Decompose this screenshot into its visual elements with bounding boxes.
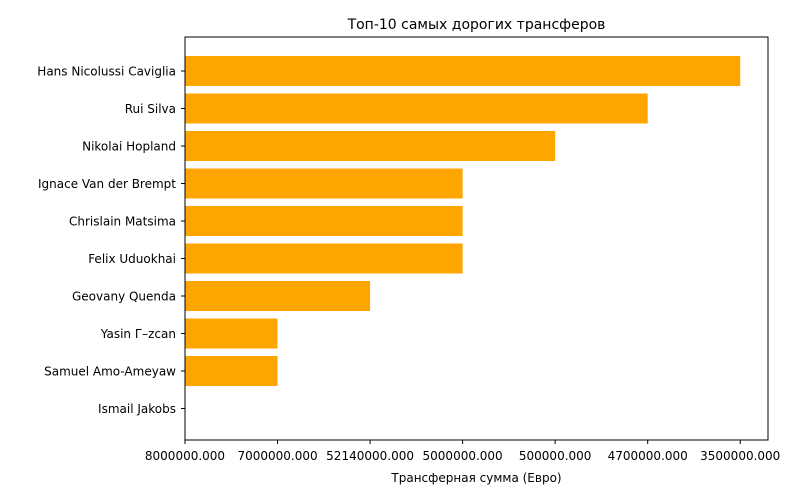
y-tick-label: Chrislain Matsima bbox=[69, 215, 176, 229]
y-tick-label: Hans Nicolussi Caviglia bbox=[37, 65, 176, 79]
y-tick-label: Rui Silva bbox=[125, 102, 176, 116]
x-ticks: 8000000.000 7000000.000 52140000.000 500000… bbox=[145, 440, 780, 463]
bars-layer bbox=[185, 56, 741, 386]
y-tick-label: Ismail Jakobs bbox=[98, 402, 176, 416]
x-tick-label: 4700000.000 bbox=[608, 449, 688, 463]
y-tick-labels: Hans Nicolussi Caviglia Rui Silva Nikolai … bbox=[37, 65, 185, 416]
y-tick-label: Geovany Quenda bbox=[72, 290, 176, 304]
x-tick-label: 52140000.000 bbox=[326, 449, 414, 463]
bar bbox=[185, 206, 463, 236]
x-tick-label: 5000000.000 bbox=[423, 449, 503, 463]
bar bbox=[185, 356, 278, 386]
y-tick-label: Ignace Van der Brempt bbox=[38, 177, 176, 191]
x-tick-label: 3500000.000 bbox=[700, 449, 780, 463]
bar bbox=[185, 93, 648, 124]
bar bbox=[185, 281, 371, 311]
x-tick-label: 8000000.000 bbox=[145, 449, 225, 463]
bar bbox=[185, 131, 556, 161]
x-tick-label: 500000.000 bbox=[519, 449, 592, 463]
bar bbox=[185, 318, 278, 349]
plot-frame bbox=[184, 36, 769, 441]
x-axis-label: Трансферная сумма (Евро) bbox=[390, 471, 561, 485]
chart-title: Топ-10 самых дорогих трансферов bbox=[347, 17, 606, 33]
bar bbox=[185, 168, 463, 199]
bar bbox=[185, 56, 741, 86]
y-tick-label: Samuel Amo-Ameyaw bbox=[44, 365, 176, 379]
bar bbox=[185, 243, 463, 274]
y-tick-label: Nikolai Hopland bbox=[82, 140, 176, 154]
y-tick-label: Yasin Г–zcan bbox=[100, 327, 176, 341]
x-tick-label: 7000000.000 bbox=[237, 449, 317, 463]
y-tick-label: Felix Uduokhai bbox=[88, 252, 176, 266]
